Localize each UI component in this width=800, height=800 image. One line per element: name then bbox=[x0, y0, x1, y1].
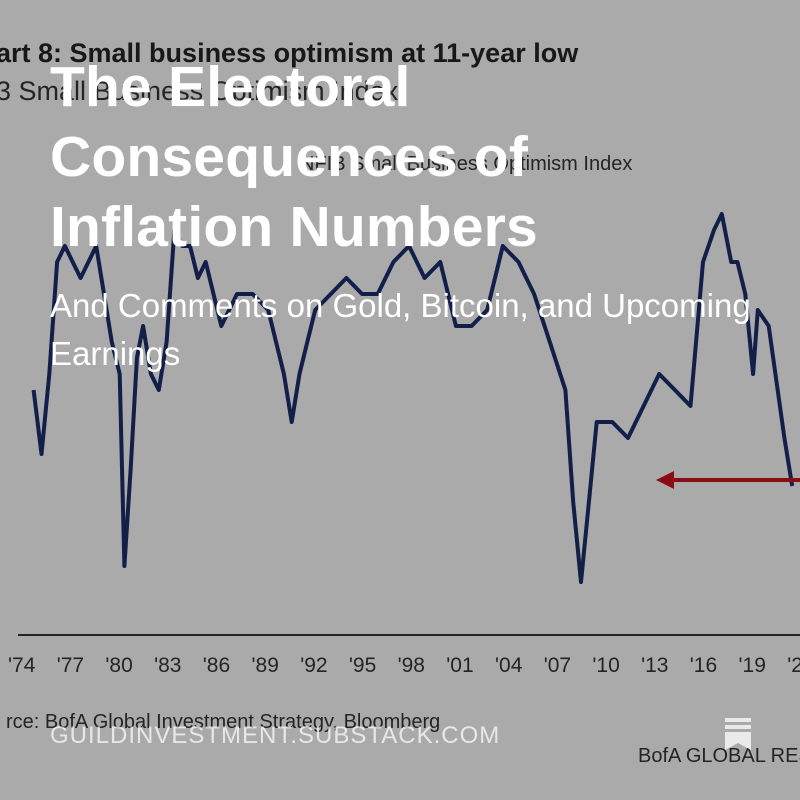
x-tick-label: '77 bbox=[57, 654, 84, 677]
publication-url: GUILDINVESTMENT.SUBSTACK.COM bbox=[50, 722, 501, 749]
x-tick-label: '07 bbox=[544, 654, 571, 677]
x-tick-label: '16 bbox=[690, 654, 717, 677]
chart-title: art 8: Small business optimism at 11-yea… bbox=[0, 38, 579, 68]
x-tick-label: '01 bbox=[446, 654, 473, 677]
series-line bbox=[31, 212, 795, 584]
x-tick-label: '80 bbox=[105, 654, 132, 677]
x-tick-label: '92 bbox=[300, 654, 327, 677]
x-tick-label: '86 bbox=[203, 654, 230, 677]
x-tick-label: '13 bbox=[641, 654, 668, 677]
chart-subtitle: 3 Small Business Optimism Index bbox=[0, 76, 399, 106]
x-tick-label: '83 bbox=[154, 654, 181, 677]
x-tick-label: '2 bbox=[787, 654, 800, 677]
x-tick-label: '98 bbox=[398, 654, 425, 677]
post-subtitle: And Comments on Gold, Bitcoin, and Upcom… bbox=[50, 287, 751, 372]
x-tick-label: '04 bbox=[495, 654, 523, 677]
legend-label: NFIB Small Business Optimism Index bbox=[300, 153, 632, 175]
chart-source: rce: BofA Global Investment Strategy, Bl… bbox=[6, 711, 440, 733]
post-title: The Electoral Consequences of Inflation … bbox=[50, 55, 538, 259]
annotation-arrow bbox=[656, 471, 800, 489]
chart-branding: BofA GLOBAL RES bbox=[638, 745, 800, 767]
x-tick-label: '19 bbox=[739, 654, 766, 677]
x-tick-labels: '74 '77 '80 '83 '86 '89 '92 '95 '98 '01 '04 '07 '10 '… bbox=[8, 654, 800, 677]
x-tick-label: '89 bbox=[252, 654, 279, 677]
x-tick-label: '74 bbox=[8, 654, 36, 677]
x-tick-label: '95 bbox=[349, 654, 376, 677]
bookmark-stack-icon bbox=[725, 718, 751, 750]
x-tick-label: '10 bbox=[592, 654, 619, 677]
